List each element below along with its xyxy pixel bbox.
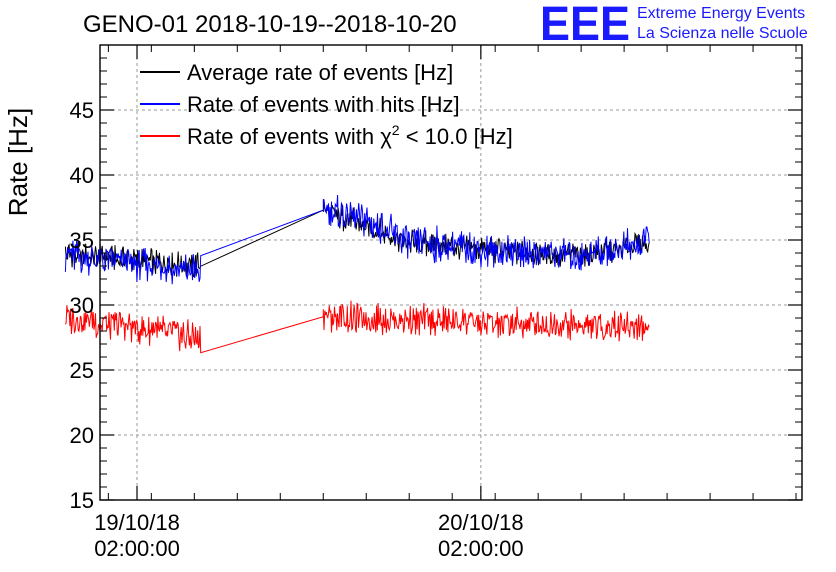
series-line-2 (64, 194, 650, 285)
y-tick-label: 25 (70, 358, 94, 383)
plot-frame (99, 44, 803, 501)
y-tick-label: 20 (70, 423, 94, 448)
legend-label: Rate of events with χ2 < 10.0 [Hz] (187, 122, 513, 149)
series-line-3 (64, 300, 650, 354)
y-tick-label: 30 (70, 293, 94, 318)
logo-mark: EEE (540, 0, 630, 51)
logo-line-2: La Scienza nelle Scuole (637, 25, 808, 42)
series-lines (64, 194, 650, 354)
y-axis-title: Rate [Hz] (3, 108, 33, 216)
grid (100, 45, 802, 500)
x-tick-label: 02:00:00 (438, 536, 524, 561)
y-tick-label: 45 (70, 98, 94, 123)
y-tick-label: 35 (70, 228, 94, 253)
y-tick-label: 15 (70, 488, 94, 513)
legend-label: Rate of events with hits [Hz] (187, 92, 460, 117)
x-tick-label: 02:00:00 (94, 536, 180, 561)
legend: Average rate of events [Hz] Rate of event… (140, 60, 513, 149)
y-tick-label: 40 (70, 163, 94, 188)
series-line-1 (64, 200, 650, 278)
x-tick-label: 19/10/18 (94, 510, 180, 535)
x-tick-label: 20/10/18 (438, 510, 524, 535)
chart-title: GENO-01 2018-10-19--2018-10-20 (83, 11, 457, 38)
logo-line-1: Extreme Energy Events (637, 5, 805, 22)
legend-label: Average rate of events [Hz] (187, 60, 453, 85)
axes: 1520253035404519/10/1802:00:0020/10/1802… (70, 45, 802, 561)
eee-logo: EEE Extreme Energy Events La Scienza nel… (540, 0, 808, 51)
